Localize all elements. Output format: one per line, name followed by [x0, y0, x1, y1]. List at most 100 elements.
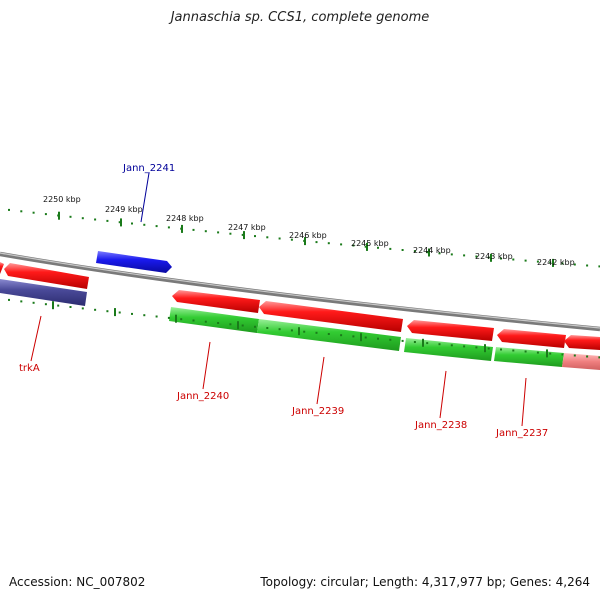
gene-jann-2238-red[interactable]	[407, 320, 494, 341]
minor-tick	[327, 333, 330, 335]
minor-tick	[106, 310, 109, 313]
leader-jann-2237	[521, 377, 527, 427]
minor-tick	[81, 217, 84, 220]
minor-tick	[573, 354, 576, 357]
minor-tick	[426, 251, 429, 254]
gene-left-fragment[interactable]	[0, 262, 4, 274]
gene-jann-2237-red[interactable]	[497, 329, 566, 348]
minor-tick	[217, 231, 220, 234]
cds-jann-2240[interactable]	[169, 307, 259, 333]
major-tick	[298, 327, 300, 336]
minor-tick	[500, 257, 502, 260]
minor-tick	[573, 263, 576, 266]
major-tick	[546, 349, 548, 358]
minor-tick	[377, 246, 379, 249]
gene-jann-2241[interactable]	[96, 251, 172, 273]
major-tick	[360, 333, 362, 342]
label-jann-2241[interactable]: Jann_2241	[122, 163, 175, 174]
minor-tick	[241, 324, 244, 327]
label-jann-2240[interactable]: Jann_2240	[176, 391, 229, 402]
minor-tick	[290, 238, 293, 241]
minor-tick	[549, 352, 552, 355]
minor-tick	[352, 244, 355, 247]
genome-backbone	[0, 251, 600, 332]
minor-tick	[377, 337, 379, 340]
feature-trka[interactable]	[0, 279, 87, 306]
minor-tick	[450, 253, 453, 256]
minor-tick	[315, 241, 318, 244]
minor-tick	[32, 301, 35, 304]
minor-tick	[438, 252, 441, 255]
gene-right-red[interactable]	[564, 335, 600, 350]
minor-tick	[254, 325, 256, 328]
minor-tick	[413, 250, 416, 253]
major-tick	[484, 344, 486, 353]
minor-tick	[524, 259, 527, 262]
gene-jann-2240-red[interactable]	[172, 290, 260, 313]
minor-tick	[315, 331, 318, 334]
minor-tick	[8, 298, 10, 301]
gene-trka-upstream[interactable]	[4, 263, 89, 289]
minor-tick	[131, 222, 133, 225]
minor-tick	[512, 349, 515, 352]
minor-tick	[229, 232, 232, 235]
scale-label-2243: 2243 kbp	[475, 252, 513, 261]
minor-tick	[327, 242, 330, 245]
genome-backbone-highlight	[0, 252, 600, 329]
minor-tick	[241, 233, 244, 236]
minor-tick	[229, 323, 232, 326]
cds-features	[0, 279, 600, 370]
minor-tick	[512, 258, 515, 261]
minor-tick	[266, 327, 269, 329]
minor-tick	[487, 347, 490, 350]
minor-tick	[106, 219, 109, 222]
major-tick	[175, 314, 177, 323]
label-jann-2239[interactable]: Jann_2239	[291, 406, 344, 417]
minor-tick	[278, 328, 281, 331]
scale-label-2249: 2249 kbp	[105, 205, 143, 214]
major-tick	[237, 321, 239, 330]
minor-tick	[303, 330, 306, 333]
feature-right-pink[interactable]	[562, 353, 600, 370]
scale-labels: 2250 kbp 2249 kbp 2248 kbp 2247 kbp 2246…	[43, 195, 575, 267]
minor-tick	[598, 356, 600, 359]
minor-tick	[44, 213, 47, 216]
reverse-strand-genes	[0, 262, 600, 350]
minor-tick	[475, 346, 478, 349]
minor-tick	[204, 230, 207, 233]
major-tick	[52, 301, 54, 310]
label-trka[interactable]: trkA	[19, 363, 40, 374]
major-tick	[490, 253, 492, 262]
leader-jann-2238	[439, 370, 447, 419]
cds-jann-2237[interactable]	[494, 347, 564, 367]
minor-tick	[475, 255, 478, 258]
major-tick	[366, 242, 368, 251]
minor-tick	[278, 237, 281, 240]
minor-tick	[536, 351, 539, 354]
minor-tick	[167, 316, 170, 319]
leader-jann-2239	[316, 356, 325, 405]
minor-tick	[536, 260, 539, 263]
minor-tick	[426, 342, 429, 345]
outer-scale-ticks	[8, 208, 600, 268]
minor-tick	[192, 228, 195, 231]
scale-label-2246: 2246 kbp	[289, 231, 327, 240]
minor-tick	[549, 261, 552, 264]
map-title: Jannaschia sp. CCS1, complete genome	[170, 10, 430, 25]
gene-jann-2239-red[interactable]	[259, 301, 403, 332]
major-tick	[243, 231, 245, 240]
minor-tick	[131, 312, 133, 315]
major-tick	[181, 224, 183, 233]
minor-tick	[340, 243, 343, 246]
cds-jann-2238[interactable]	[404, 338, 493, 361]
label-jann-2238[interactable]: Jann_2238	[414, 420, 467, 431]
minor-tick	[463, 254, 466, 257]
inner-scale-ticks	[8, 298, 600, 359]
scale-label-2245: 2245 kbp	[351, 239, 389, 248]
label-jann-2237[interactable]: Jann_2237	[495, 428, 548, 439]
minor-tick	[290, 329, 293, 332]
minor-tick	[217, 322, 220, 324]
minor-tick	[598, 265, 600, 268]
minor-tick	[57, 304, 60, 307]
